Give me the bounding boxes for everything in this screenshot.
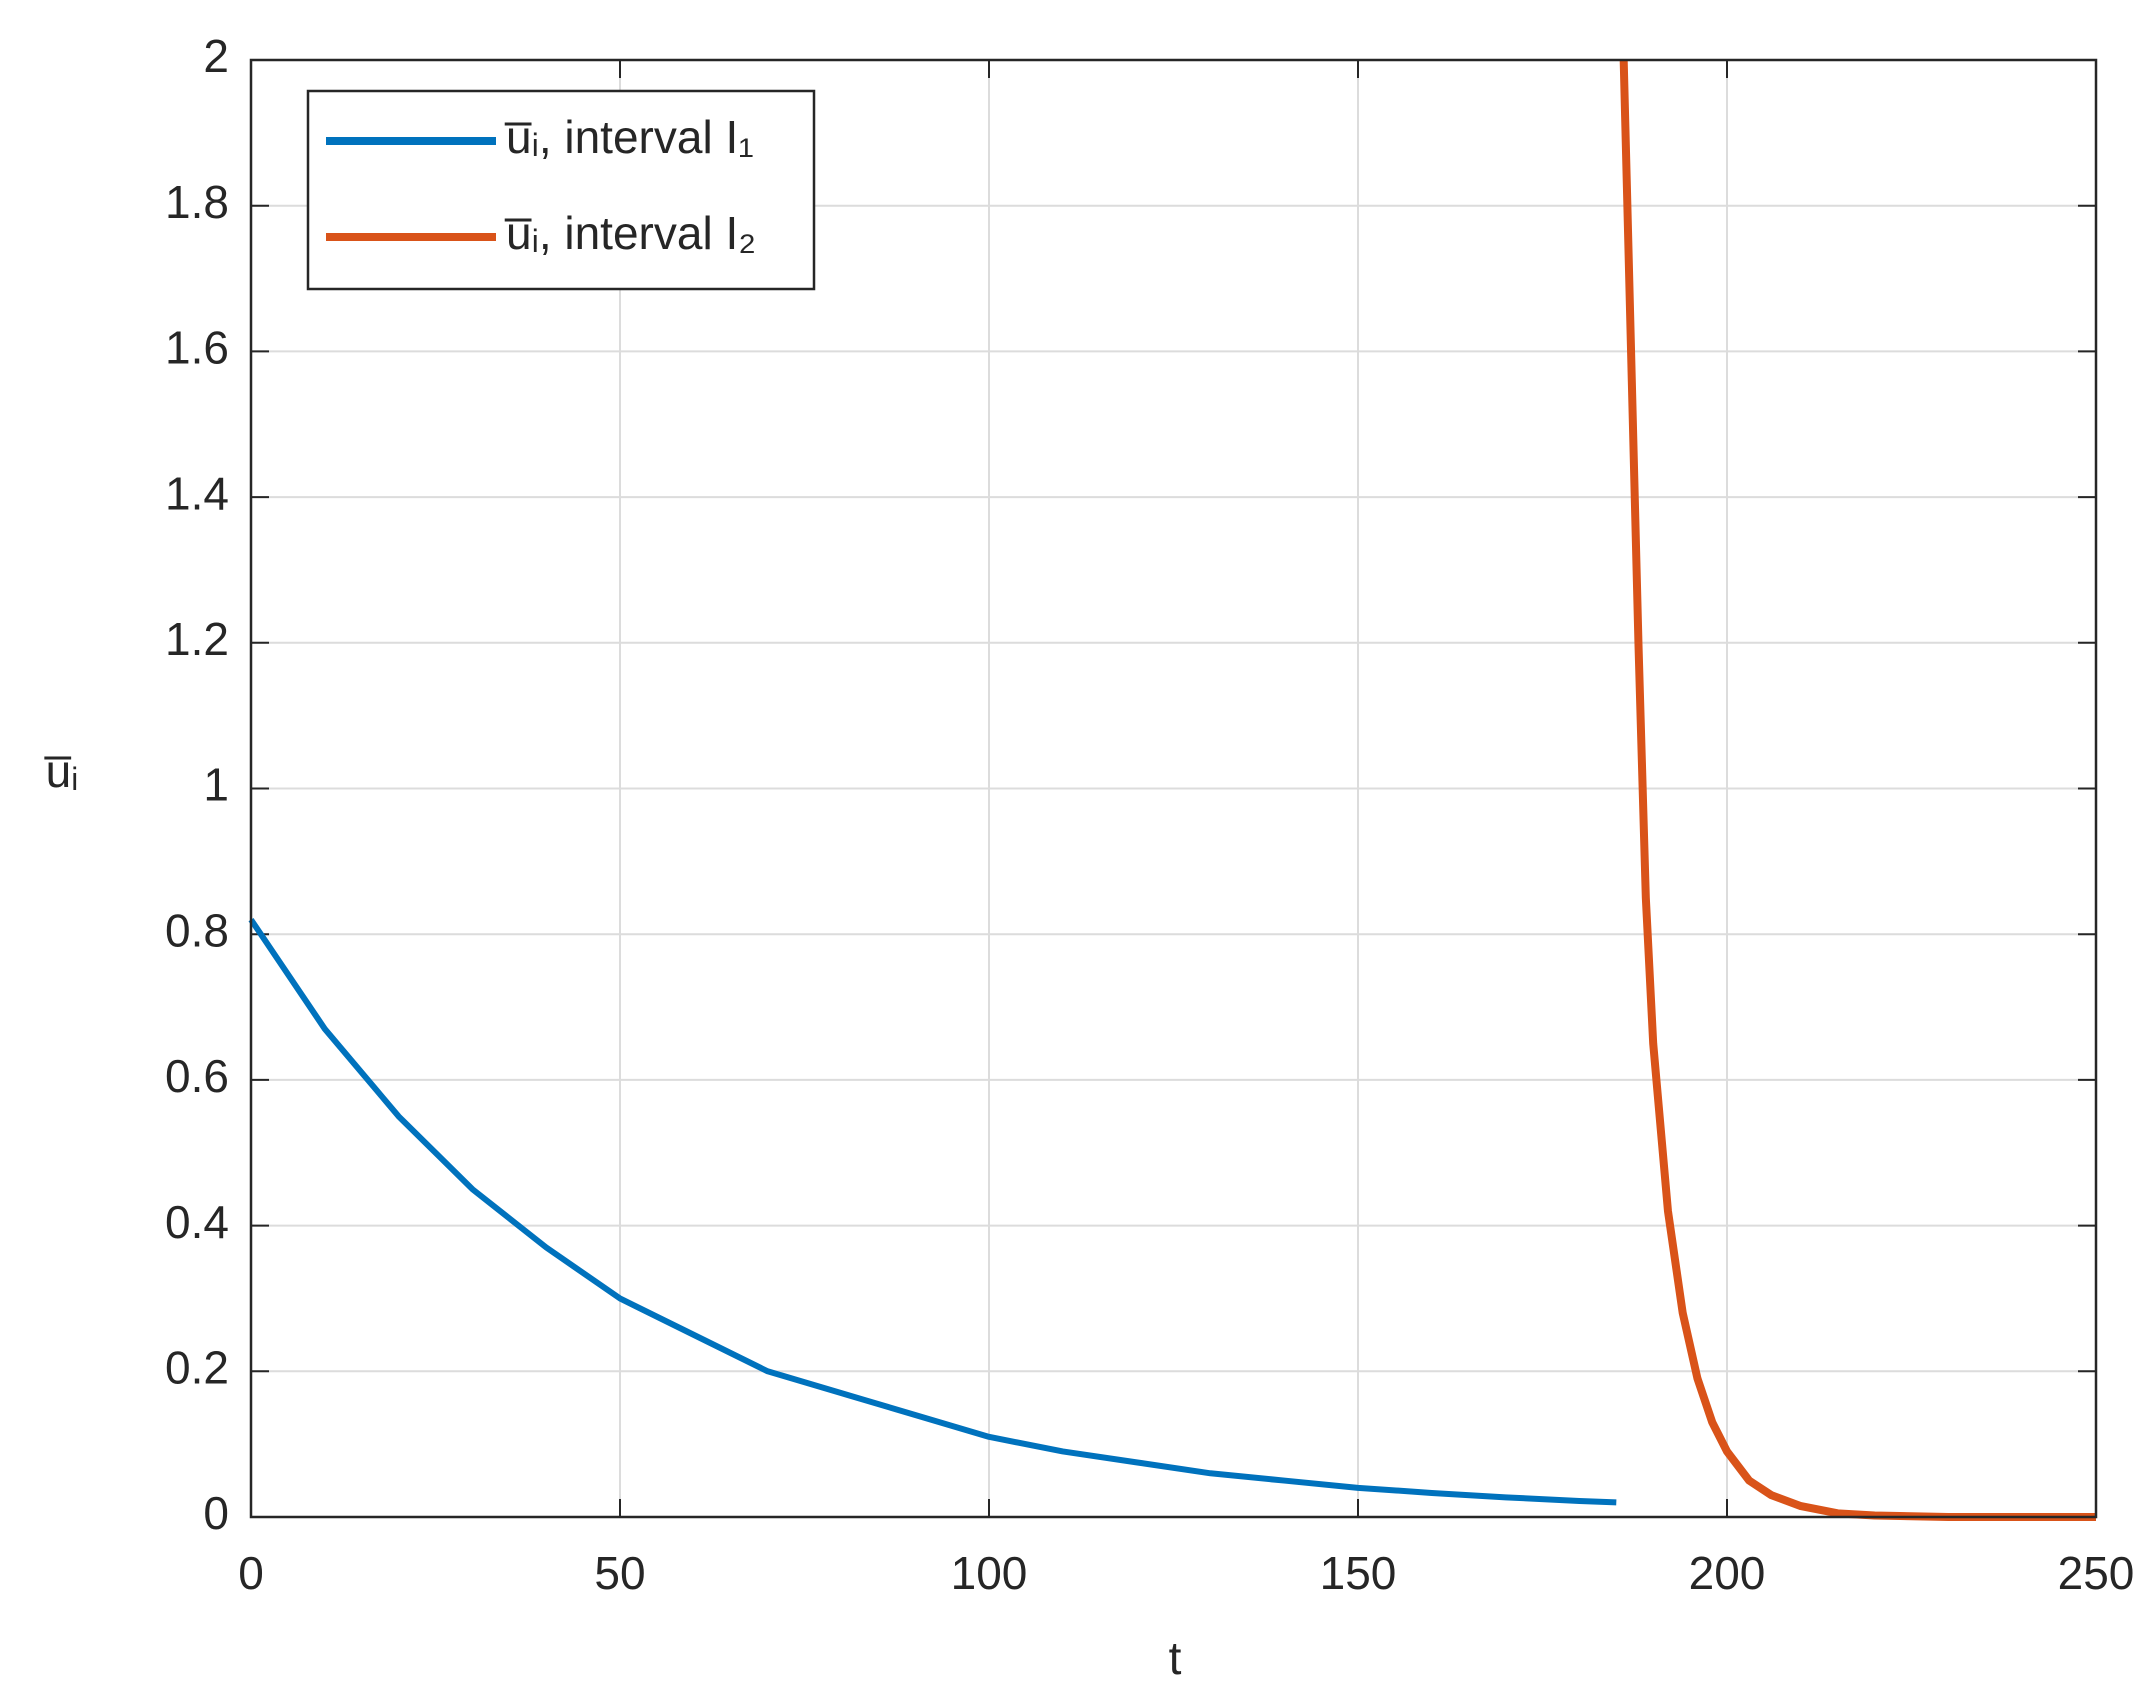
y-tick-label: 1.6 — [165, 322, 229, 374]
y-tick-label: 0.4 — [165, 1196, 229, 1248]
x-tick-label: 250 — [2058, 1547, 2135, 1599]
y-tick-label: 2 — [203, 30, 229, 82]
data-line — [1619, 59, 2096, 1521]
x-axis-label: t — [1169, 1632, 1182, 1684]
axes-box — [249, 58, 2098, 1519]
y-tick-label: 1.4 — [165, 467, 229, 519]
y-axis-label: u̅ᵢ — [44, 745, 79, 797]
legend-box — [306, 89, 816, 291]
x-tick-label: 0 — [238, 1547, 264, 1599]
y-tick-label: 0.6 — [165, 1050, 229, 1102]
y-tick-label: 1.8 — [165, 176, 229, 228]
x-tick-label: 200 — [1689, 1547, 1766, 1599]
legend-label: u̅ᵢ, interval I₁ — [504, 111, 754, 163]
y-tick-label: 0 — [203, 1487, 229, 1539]
data-line — [248, 917, 1617, 1506]
x-tick-label: 100 — [951, 1547, 1028, 1599]
x-tick-label: 150 — [1320, 1547, 1397, 1599]
x-tick-label: 50 — [594, 1547, 645, 1599]
legend-label: u̅ᵢ, interval I₂ — [504, 207, 756, 259]
y-tick-label: 1.2 — [165, 613, 229, 665]
y-tick-label: 0.8 — [165, 904, 229, 956]
y-tick-label: 0.2 — [165, 1341, 229, 1393]
y-tick-label: 1 — [203, 759, 229, 811]
